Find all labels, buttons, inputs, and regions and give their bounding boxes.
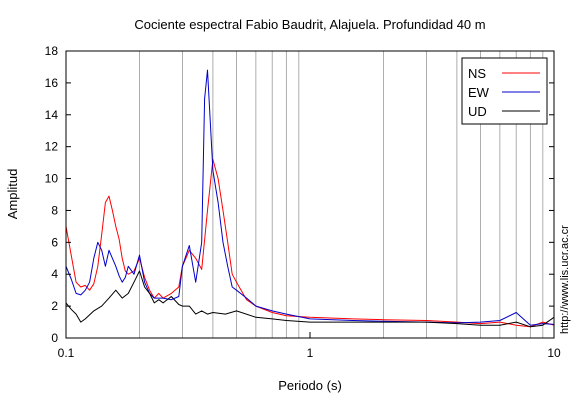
y-tick-label: 14 [45, 108, 59, 122]
y-tick-label: 6 [51, 235, 58, 249]
y-axis-label: Amplitud [5, 169, 20, 220]
y-tick-label: 2 [51, 299, 58, 313]
y-tick-label: 18 [45, 44, 59, 58]
series-line-ew [65, 69, 555, 326]
y-tick-label: 16 [45, 76, 59, 90]
y-tick-label: 4 [51, 267, 58, 281]
y-tick-label: 0 [51, 331, 58, 345]
series-line-ns [65, 158, 555, 328]
y-tick-label: 8 [51, 203, 58, 217]
legend: NS EW UD [461, 57, 548, 125]
x-axis-label: Periodo (s) [278, 378, 342, 393]
x-tick-label: 10 [547, 346, 561, 360]
axis-ticks: 0 2 4 6 8 10 12 14 16 18 0.1 1 10 [45, 44, 561, 360]
x-tick-label: 0.1 [58, 346, 75, 360]
y-tick-label: 10 [45, 172, 59, 186]
legend-label-ew: EW [468, 85, 490, 100]
series-line-ud [65, 270, 555, 328]
legend-box [461, 57, 548, 125]
series-layer [65, 69, 555, 328]
legend-label-ud: UD [468, 104, 487, 119]
x-tick-label: 1 [307, 346, 314, 360]
chart-title: Cociente espectral Fabio Baudrit, Alajue… [134, 17, 485, 32]
url-annotation: http://www.lis.ucr.ac.cr [559, 225, 571, 334]
legend-label-ns: NS [468, 66, 486, 81]
y-tick-label: 12 [45, 140, 59, 154]
